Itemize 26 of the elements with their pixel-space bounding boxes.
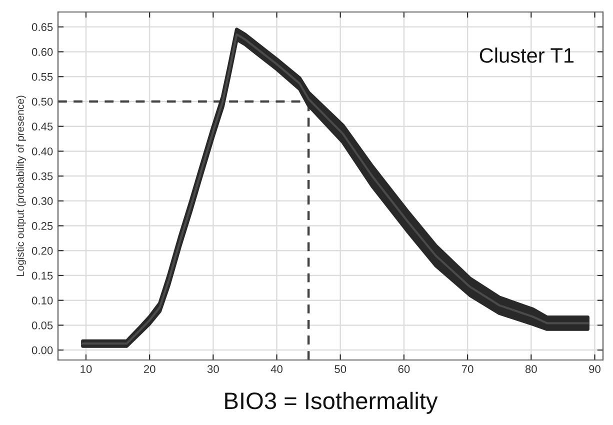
y-tick-label: 0.15 (32, 272, 53, 280)
y-tick-label: 0.20 (32, 246, 53, 255)
y-tick-label: 0.40 (32, 147, 53, 156)
x-tick-label: 70 (462, 365, 474, 374)
x-tick-label: 60 (398, 365, 410, 374)
x-tick-label: 80 (525, 365, 537, 374)
x-tick-label: 10 (80, 365, 92, 374)
annotation: Cluster T1 (480, 48, 574, 63)
y-tick-label: 0.60 (32, 48, 53, 56)
x-tick-label: 30 (207, 365, 219, 374)
x-tick-label: 20 (144, 365, 156, 374)
y-tick-label: 0.25 (32, 222, 53, 230)
y-tick-label: 0.10 (32, 296, 53, 304)
y-tick-label: 0.55 (32, 72, 53, 81)
y-tick-label: 0.50 (32, 98, 53, 106)
y-tick-label: 0.65 (32, 23, 53, 32)
x-tick-label: 40 (270, 365, 283, 374)
y-tick-label: 0.45 (32, 122, 53, 130)
y-tick-label: 0.05 (32, 321, 53, 330)
x-tick-label: 50 (334, 365, 346, 374)
x-tick-label: 90 (589, 365, 600, 374)
y-axis-title: Logistic output (probability of presence) (16, 96, 26, 276)
y-tick-label: 0.30 (32, 197, 53, 206)
y-tick-label: 0.35 (32, 172, 53, 180)
y-tick-label: 0.00 (32, 346, 53, 354)
x-axis-title: BIO3 = Isothermality (225, 392, 438, 414)
